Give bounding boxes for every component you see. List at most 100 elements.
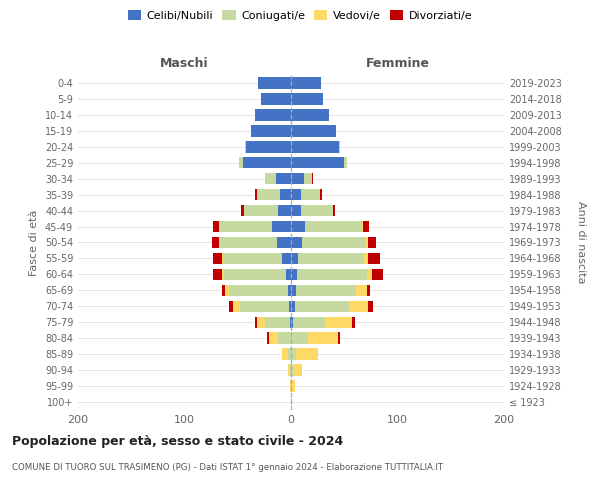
- Bar: [293, 364, 302, 376]
- Bar: [298, 268, 367, 280]
- Bar: [291, 109, 329, 120]
- Bar: [364, 221, 369, 232]
- Bar: [367, 268, 372, 280]
- Bar: [291, 77, 321, 88]
- Bar: [280, 189, 291, 200]
- Bar: [255, 316, 257, 328]
- Text: Femmine: Femmine: [365, 57, 430, 70]
- Bar: [292, 380, 295, 392]
- Bar: [288, 348, 291, 360]
- Bar: [291, 284, 296, 296]
- Bar: [325, 316, 352, 328]
- Bar: [320, 189, 322, 200]
- Bar: [278, 332, 291, 344]
- Bar: [305, 221, 362, 232]
- Text: Popolazione per età, sesso e stato civile - 2024: Popolazione per età, sesso e stato civil…: [12, 435, 343, 448]
- Bar: [291, 173, 304, 184]
- Bar: [291, 396, 292, 408]
- Bar: [339, 141, 340, 152]
- Bar: [290, 364, 291, 376]
- Bar: [368, 300, 373, 312]
- Bar: [243, 157, 291, 168]
- Bar: [352, 316, 355, 328]
- Bar: [293, 316, 325, 328]
- Bar: [269, 332, 278, 344]
- Bar: [362, 221, 364, 232]
- Y-axis label: Fasce di età: Fasce di età: [29, 210, 39, 276]
- Bar: [255, 109, 291, 120]
- Bar: [291, 268, 298, 280]
- Bar: [244, 205, 278, 216]
- Bar: [213, 221, 218, 232]
- Bar: [291, 237, 302, 248]
- Bar: [291, 93, 323, 104]
- Bar: [222, 252, 223, 264]
- Bar: [301, 189, 320, 200]
- Bar: [246, 141, 291, 152]
- Bar: [233, 300, 240, 312]
- Bar: [291, 141, 339, 152]
- Bar: [291, 300, 295, 312]
- Text: COMUNE DI TUORO SUL TRASIMENO (PG) - Dati ISTAT 1° gennaio 2024 - Elaborazione T: COMUNE DI TUORO SUL TRASIMENO (PG) - Dat…: [12, 462, 443, 471]
- Bar: [239, 157, 243, 168]
- Bar: [229, 300, 233, 312]
- Bar: [291, 316, 293, 328]
- Bar: [266, 332, 269, 344]
- Bar: [251, 125, 291, 136]
- Bar: [290, 316, 291, 328]
- Bar: [261, 93, 291, 104]
- Bar: [255, 189, 257, 200]
- Bar: [291, 221, 305, 232]
- Bar: [338, 332, 340, 344]
- Bar: [257, 316, 265, 328]
- Bar: [277, 237, 291, 248]
- Bar: [276, 173, 291, 184]
- Bar: [265, 173, 276, 184]
- Bar: [344, 157, 347, 168]
- Bar: [367, 284, 370, 296]
- Bar: [283, 252, 291, 264]
- Bar: [332, 205, 335, 216]
- Bar: [291, 348, 296, 360]
- Bar: [245, 141, 246, 152]
- Bar: [295, 300, 349, 312]
- Bar: [218, 221, 272, 232]
- Bar: [302, 237, 365, 248]
- Bar: [225, 284, 229, 296]
- Bar: [288, 284, 291, 296]
- Bar: [301, 205, 332, 216]
- Bar: [291, 157, 344, 168]
- Bar: [291, 189, 301, 200]
- Bar: [291, 205, 301, 216]
- Bar: [241, 205, 244, 216]
- Bar: [298, 252, 364, 264]
- Bar: [278, 205, 291, 216]
- Bar: [218, 237, 277, 248]
- Bar: [291, 332, 308, 344]
- Legend: Celibi/Nubili, Coniugati/e, Vedovi/e, Divorziati/e: Celibi/Nubili, Coniugati/e, Vedovi/e, Di…: [124, 6, 476, 25]
- Bar: [272, 221, 291, 232]
- Bar: [304, 173, 312, 184]
- Bar: [368, 237, 376, 248]
- Bar: [265, 316, 290, 328]
- Bar: [349, 300, 368, 312]
- Bar: [291, 252, 298, 264]
- Bar: [291, 125, 336, 136]
- Bar: [368, 252, 380, 264]
- Bar: [296, 284, 356, 296]
- Bar: [212, 237, 218, 248]
- Bar: [291, 364, 293, 376]
- Bar: [290, 380, 291, 392]
- Bar: [308, 332, 338, 344]
- Text: Maschi: Maschi: [160, 57, 209, 70]
- Bar: [240, 300, 289, 312]
- Bar: [223, 252, 283, 264]
- Bar: [213, 252, 222, 264]
- Bar: [283, 348, 288, 360]
- Bar: [286, 268, 291, 280]
- Bar: [229, 284, 288, 296]
- Bar: [258, 77, 291, 88]
- Bar: [222, 284, 225, 296]
- Bar: [288, 364, 290, 376]
- Bar: [291, 380, 292, 392]
